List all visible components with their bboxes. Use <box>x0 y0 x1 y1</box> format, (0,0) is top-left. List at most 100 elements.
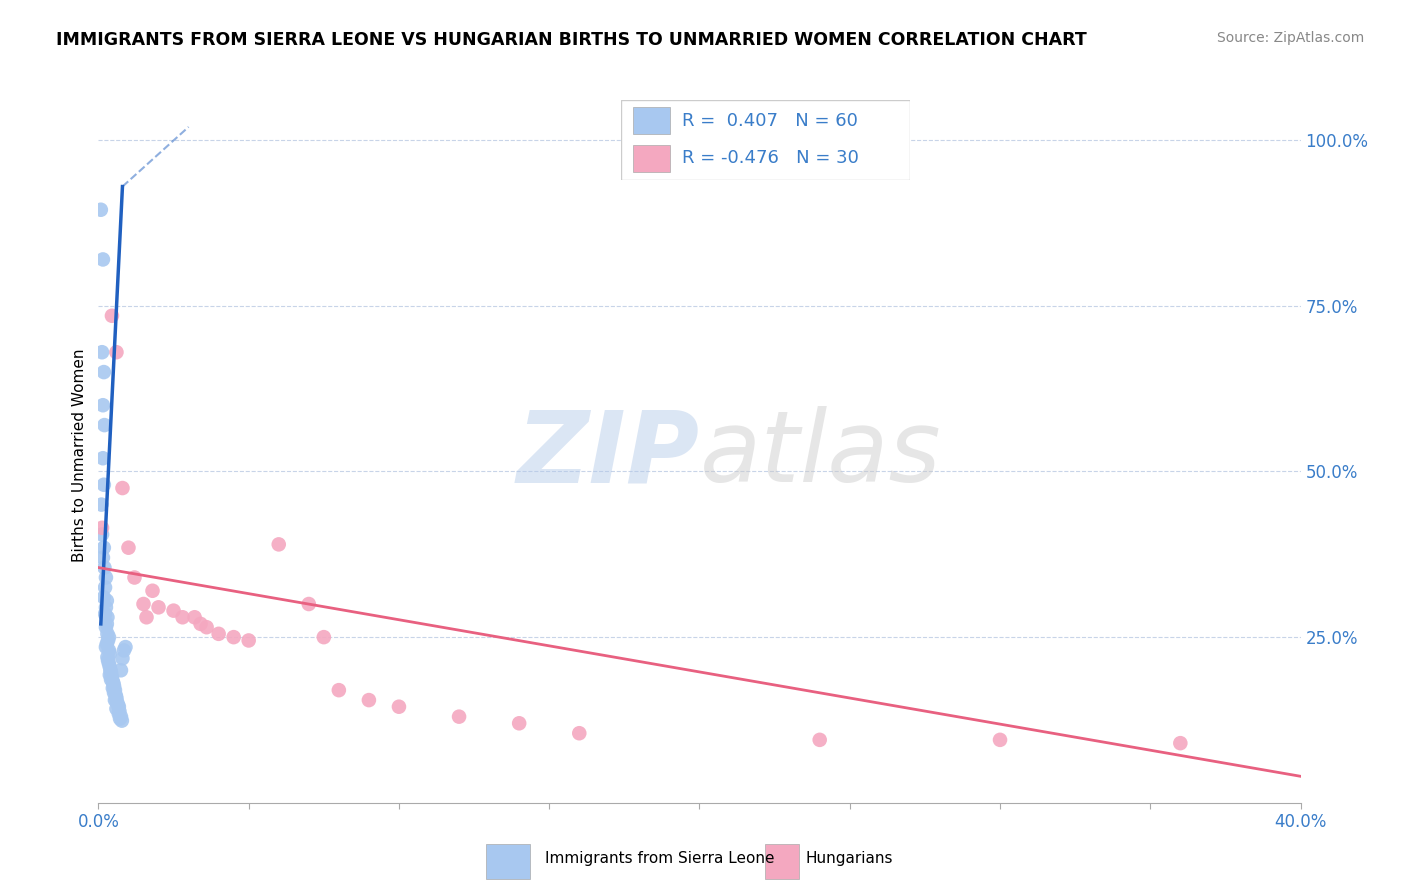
Point <box>104 683 127 698</box>
Point <box>105 691 128 706</box>
Point <box>112 643 135 657</box>
Bar <box>633 145 671 172</box>
Point <box>132 597 155 611</box>
Point <box>108 699 131 714</box>
Point <box>101 309 124 323</box>
Point <box>117 541 139 555</box>
Point <box>93 365 115 379</box>
Point <box>96 616 118 631</box>
Point <box>183 610 205 624</box>
Point <box>91 527 114 541</box>
Point <box>97 643 120 657</box>
Point <box>124 570 146 584</box>
Point <box>103 679 125 693</box>
Point <box>91 345 114 359</box>
Point <box>100 673 122 687</box>
Point <box>100 665 122 680</box>
Point <box>97 633 120 648</box>
Point <box>190 616 212 631</box>
Point <box>96 593 118 607</box>
Y-axis label: Births to Unmarried Women: Births to Unmarried Women <box>72 348 87 562</box>
Point <box>91 521 114 535</box>
Point <box>1170 736 1192 750</box>
Point <box>91 451 114 466</box>
Point <box>988 732 1011 747</box>
Point <box>105 702 128 716</box>
Point <box>267 537 290 551</box>
Point <box>96 637 118 651</box>
Point <box>100 663 122 677</box>
Point <box>91 252 114 267</box>
Point <box>104 689 127 703</box>
Point <box>94 640 117 654</box>
Point <box>357 693 380 707</box>
Point <box>111 651 134 665</box>
Point <box>94 581 117 595</box>
Point <box>97 630 120 644</box>
Point <box>101 670 124 684</box>
Point <box>114 640 136 654</box>
Point <box>148 600 170 615</box>
Point <box>96 650 118 665</box>
Point <box>94 600 117 615</box>
Point <box>108 704 131 718</box>
Point <box>298 597 321 611</box>
Text: R =  0.407   N = 60: R = 0.407 N = 60 <box>682 112 858 130</box>
Point <box>97 657 120 671</box>
Point <box>447 709 470 723</box>
Point <box>105 695 128 709</box>
Point <box>93 418 115 433</box>
Point <box>98 660 121 674</box>
Point <box>312 630 335 644</box>
Point <box>101 681 124 695</box>
Point <box>90 202 112 217</box>
Point <box>388 699 411 714</box>
Point <box>91 398 114 412</box>
Point <box>238 633 260 648</box>
Text: Immigrants from Sierra Leone: Immigrants from Sierra Leone <box>546 851 775 866</box>
Point <box>105 345 128 359</box>
Point <box>135 610 157 624</box>
Point <box>162 604 184 618</box>
Point <box>568 726 591 740</box>
Point <box>96 627 118 641</box>
Point <box>108 712 131 726</box>
Point <box>808 732 831 747</box>
Point <box>93 477 115 491</box>
Point <box>93 541 115 555</box>
Text: IMMIGRANTS FROM SIERRA LEONE VS HUNGARIAN BIRTHS TO UNMARRIED WOMEN CORRELATION : IMMIGRANTS FROM SIERRA LEONE VS HUNGARIA… <box>56 31 1087 49</box>
Point <box>328 683 350 698</box>
Point <box>103 676 125 690</box>
Point <box>104 693 127 707</box>
Point <box>110 663 132 677</box>
Point <box>94 570 117 584</box>
Point <box>208 627 231 641</box>
Point <box>94 620 117 634</box>
Point <box>111 481 134 495</box>
Point <box>98 668 121 682</box>
Point <box>93 591 115 605</box>
Point <box>103 686 125 700</box>
FancyBboxPatch shape <box>621 100 910 180</box>
Text: Hungarians: Hungarians <box>806 851 893 866</box>
Text: R = -0.476   N = 30: R = -0.476 N = 30 <box>682 150 859 168</box>
Point <box>97 653 120 667</box>
Bar <box>633 107 671 135</box>
Point <box>98 647 121 661</box>
Text: Source: ZipAtlas.com: Source: ZipAtlas.com <box>1216 31 1364 45</box>
Point <box>141 583 163 598</box>
Bar <box>765 844 799 879</box>
Point <box>172 610 194 624</box>
Point <box>90 498 112 512</box>
Point <box>93 560 115 574</box>
Point <box>96 610 118 624</box>
Text: atlas: atlas <box>700 407 941 503</box>
Point <box>91 550 114 565</box>
Point <box>107 698 129 712</box>
Point <box>222 630 245 644</box>
Bar <box>486 844 530 879</box>
Point <box>110 709 132 723</box>
Point <box>101 674 124 689</box>
Point <box>108 706 131 721</box>
Text: ZIP: ZIP <box>516 407 700 503</box>
